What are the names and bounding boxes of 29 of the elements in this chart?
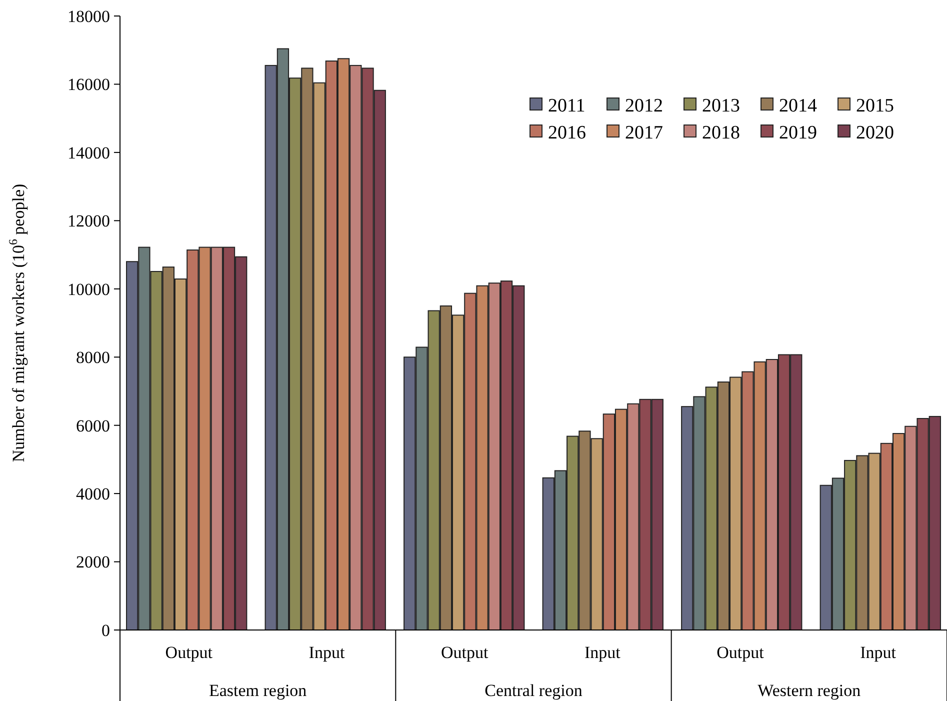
legend-label: 2011 [548, 96, 586, 117]
legend-label: 2017 [625, 122, 663, 144]
legend-label: 2020 [856, 122, 894, 144]
y-tick-label: 16000 [68, 75, 110, 94]
legend-label: 2016 [548, 122, 586, 144]
legend-label: 2012 [625, 96, 663, 117]
x-tick-label: Output [440, 643, 488, 662]
legend-label: 2019 [779, 122, 817, 144]
y-tick-label: 8000 [76, 348, 110, 368]
text: Central region [484, 681, 583, 700]
legend-label: 2015 [856, 96, 894, 117]
x-tick-label: Input [584, 643, 621, 662]
x-tick-label: Output [716, 643, 764, 662]
y-tick-label: 4000 [76, 484, 110, 504]
legend-label: 2013 [702, 96, 740, 117]
text: Eastem region [208, 681, 308, 700]
y-tick-label: 18000 [68, 6, 110, 26]
y-tick-label: 10000 [68, 280, 110, 299]
y-tick-label: 12000 [68, 212, 110, 231]
text: Western region [758, 681, 862, 700]
x-tick-label: Input [860, 643, 896, 662]
legend-label: 2018 [702, 122, 740, 144]
y-tick-label: 2000 [76, 552, 110, 572]
x-tick-label: Output [165, 643, 213, 662]
y-tick-label: 14000 [68, 143, 110, 162]
y-tick-label: 0 [102, 620, 110, 640]
legend-label: 2014 [779, 96, 818, 117]
x-tick-label: Input [308, 643, 345, 662]
y-tick-label: 6000 [76, 416, 110, 436]
